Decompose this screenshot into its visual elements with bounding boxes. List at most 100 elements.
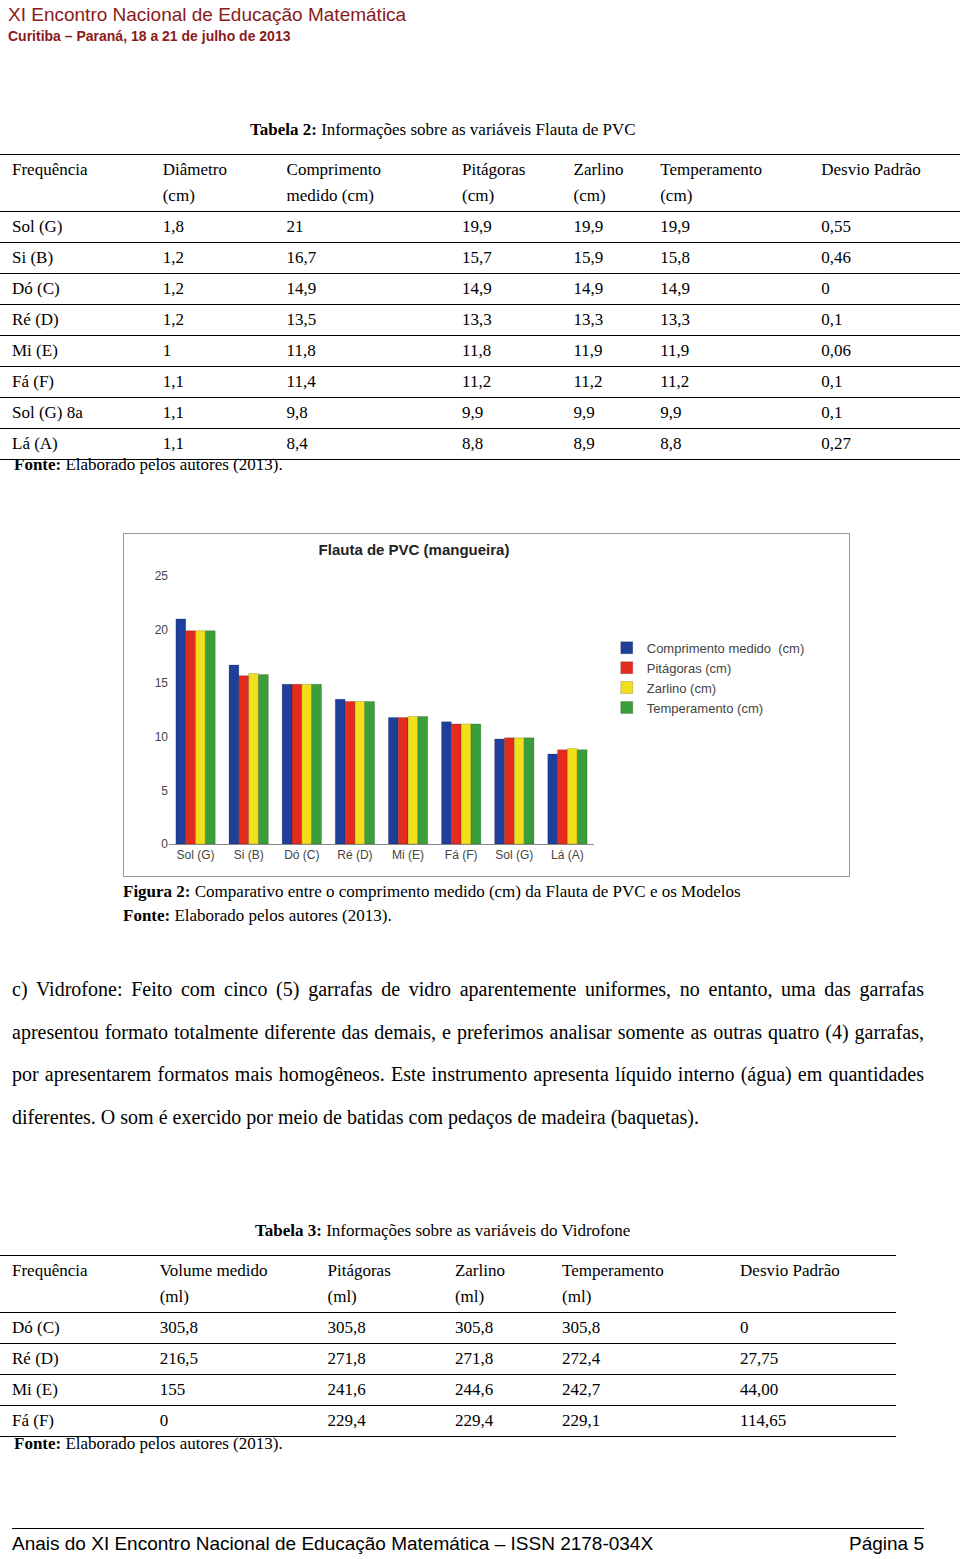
- svg-text:Zarlino (cm): Zarlino (cm): [647, 681, 716, 696]
- html-text:0,55: 0,55: [821, 217, 851, 236]
- svg-text:Temperamento (cm): Temperamento (cm): [647, 701, 763, 716]
- html-text:0,46: 0,46: [821, 248, 851, 267]
- html-text:11,2: 11,2: [573, 372, 603, 391]
- html-text:Ré (D): Ré (D): [12, 310, 59, 329]
- html-text:13,3: 13,3: [462, 310, 492, 329]
- html-text:(ml): (ml): [327, 1287, 357, 1306]
- html-text:Frequência: Frequência: [12, 160, 88, 179]
- html-text:c) Vidrofone: Feito com cinco: c) Vidrofone: Feito com cinco (5) garraf…: [12, 978, 924, 1128]
- html-text:19,9: 19,9: [462, 217, 492, 236]
- html-text:13,3: 13,3: [660, 310, 690, 329]
- html-text:Volume medido: Volume medido: [159, 1261, 268, 1280]
- svg-text:Sol (G): Sol (G): [495, 848, 533, 862]
- html-text:0,1: 0,1: [821, 372, 843, 391]
- html-text:9,9: 9,9: [660, 403, 682, 422]
- html-text:1,1: 1,1: [162, 434, 184, 453]
- html-text:Pitágoras: Pitágoras: [462, 160, 526, 179]
- html-text:0,1: 0,1: [821, 310, 843, 329]
- html-text:16,7: 16,7: [286, 248, 317, 267]
- html-text:Comprimento: Comprimento: [286, 160, 381, 179]
- svg-text:Mi (E): Mi (E): [392, 848, 424, 862]
- html-text:9,9: 9,9: [573, 403, 595, 422]
- html-text:8,8: 8,8: [660, 434, 682, 453]
- html-text:Fonte: Elaborado pelos autores: Fonte: Elaborado pelos autores (2013).: [14, 455, 283, 474]
- svg-text:20: 20: [155, 623, 169, 637]
- svg-text:10: 10: [155, 730, 169, 744]
- html-text:19,9: 19,9: [660, 217, 690, 236]
- html-text:Zarlino: Zarlino: [454, 1261, 505, 1280]
- svg-text:5: 5: [161, 784, 168, 798]
- html-text:(cm): (cm): [462, 186, 495, 205]
- html-text:15,7: 15,7: [462, 248, 492, 267]
- svg-text:Sol (G): Sol (G): [177, 848, 215, 862]
- html-text:(ml): (ml): [454, 1287, 485, 1306]
- svg-text:Lá (A): Lá (A): [551, 848, 584, 862]
- html-text:8,4: 8,4: [286, 434, 308, 453]
- html-text:14,9: 14,9: [462, 279, 492, 298]
- html-text:0,06: 0,06: [821, 341, 851, 360]
- html-text:9,8: 9,8: [286, 403, 308, 422]
- html-text:11,8: 11,8: [286, 341, 316, 360]
- html-text:Si (B): Si (B): [12, 248, 54, 267]
- html-text:Frequência: Frequência: [12, 1261, 88, 1280]
- html-text:0,1: 0,1: [821, 403, 843, 422]
- html-text:11,9: 11,9: [660, 341, 690, 360]
- html-text:(cm): (cm): [573, 186, 606, 205]
- html-text:13,3: 13,3: [573, 310, 604, 329]
- html-text:Temperamento: Temperamento: [660, 160, 762, 179]
- html-text:Anais do XI Encontro Nacional: Anais do XI Encontro Nacional de Educaçã…: [12, 1533, 654, 1554]
- html-text:(ml): (ml): [159, 1287, 189, 1306]
- svg-text:15: 15: [155, 676, 169, 690]
- html-text:11,8: 11,8: [462, 341, 492, 360]
- svg-text:Comprimento medido (cm): Comprimento medido (cm): [647, 641, 805, 656]
- html-text:Figura 2: Comparativo entre o: Figura 2: Comparativo entre o compriment…: [123, 882, 741, 901]
- html-text:11,4: 11,4: [286, 372, 316, 391]
- html-text:0,27: 0,27: [821, 434, 851, 453]
- svg-text:25: 25: [155, 569, 169, 583]
- html-text:19,9: 19,9: [573, 217, 604, 236]
- html-text:Diâmetro: Diâmetro: [162, 160, 227, 179]
- html-text:Tabela 2: Informações sobre as: Tabela 2: Informações sobre as variáveis…: [250, 120, 636, 139]
- html-text:8,8: 8,8: [462, 434, 484, 453]
- html-text:14,9: 14,9: [573, 279, 604, 298]
- html-text:Pitágoras: Pitágoras: [327, 1261, 391, 1280]
- html-text:Lá (A): Lá (A): [12, 434, 58, 453]
- html-text:Tabela 3: Informações sobre as: Tabela 3: Informações sobre as variáveis…: [255, 1221, 631, 1240]
- html-text:Sol (G) 8a: Sol (G) 8a: [12, 403, 83, 422]
- html-text:14,9: 14,9: [660, 279, 690, 298]
- html-text:1,2: 1,2: [162, 310, 184, 329]
- svg-text:Dó (C): Dó (C): [284, 848, 319, 862]
- html-text:Mi (E): Mi (E): [12, 341, 58, 360]
- html-text:Fá (F): Fá (F): [12, 372, 54, 391]
- html-text:11,9: 11,9: [573, 341, 603, 360]
- html-text:Sol (G): Sol (G): [12, 217, 63, 236]
- html-text:1,1: 1,1: [162, 403, 184, 422]
- html-text:1,8: 1,8: [162, 217, 184, 236]
- html-text:11,2: 11,2: [660, 372, 690, 391]
- html-text:Fonte: Elaborado pelos autores: Fonte: Elaborado pelos autores (2013).: [123, 906, 392, 925]
- html-text:(cm): (cm): [660, 186, 693, 205]
- html-text:Página 5: Página 5: [849, 1533, 924, 1554]
- svg-text:Flauta de PVC (mangueira): Flauta de PVC (mangueira): [319, 541, 510, 558]
- html-text:11,2: 11,2: [462, 372, 492, 391]
- html-text:9,9: 9,9: [462, 403, 484, 422]
- html-text:1,2: 1,2: [162, 248, 184, 267]
- html-text:8,9: 8,9: [573, 434, 595, 453]
- html-text:Desvio Padrão: Desvio Padrão: [821, 160, 921, 179]
- html-text:15,9: 15,9: [573, 248, 604, 267]
- html-text:Dó (C): Dó (C): [12, 279, 60, 298]
- svg-text:0: 0: [161, 837, 168, 851]
- html-text:XI Encontro Nacional de Educaç: XI Encontro Nacional de Educação Matemát…: [8, 4, 407, 25]
- html-text:1,2: 1,2: [162, 279, 184, 298]
- svg-text:Fá (F): Fá (F): [445, 848, 478, 862]
- html-text:1,1: 1,1: [162, 372, 184, 391]
- html-text:medido (cm): medido (cm): [286, 186, 374, 205]
- html-text:14,9: 14,9: [286, 279, 317, 298]
- svg-text:Pitágoras (cm): Pitágoras (cm): [647, 661, 732, 676]
- html-text:Zarlino: Zarlino: [573, 160, 624, 179]
- html-text:13,5: 13,5: [286, 310, 317, 329]
- svg-text:Si (B): Si (B): [234, 848, 264, 862]
- html-text:15,8: 15,8: [660, 248, 690, 267]
- svg-text:Ré (D): Ré (D): [337, 848, 372, 862]
- html-text:(cm): (cm): [162, 186, 195, 205]
